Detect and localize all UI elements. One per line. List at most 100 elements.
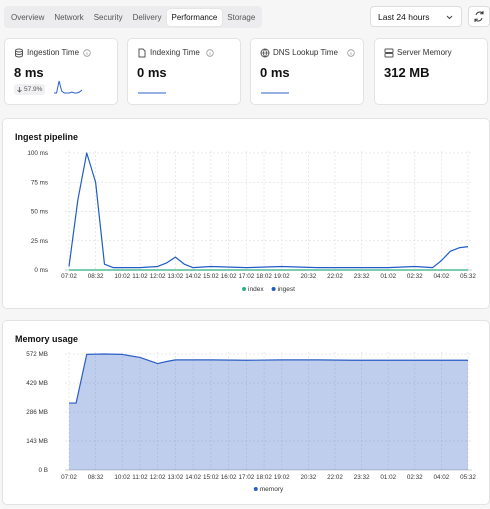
tab[interactable]: Storage <box>227 12 256 22</box>
y-tick-label: 75 ms <box>31 179 48 186</box>
info-icon[interactable] <box>206 49 214 57</box>
tab-bar: Overview Network Security Delivery Performan… <box>4 6 263 28</box>
metric-value: 8 ms <box>14 65 44 80</box>
tab[interactable]: Delivery <box>132 12 162 22</box>
x-tick-label: 17:02 <box>238 273 254 280</box>
x-tick-label: 18:02 <box>256 474 272 481</box>
refresh-icon <box>474 11 484 22</box>
x-tick-label: 11:02 <box>132 474 148 481</box>
y-tick-label: 572 MB <box>26 351 48 358</box>
sparkline-path <box>54 80 83 94</box>
y-tick-label: 143 MB <box>26 438 48 445</box>
sparkline <box>261 92 289 94</box>
x-tick-label: 15:02 <box>203 273 219 280</box>
x-tick-label: 07:02 <box>61 474 77 481</box>
metric-card: Indexing Time 0 ms <box>127 38 241 105</box>
legend-marker <box>242 287 247 291</box>
tab[interactable]: Security <box>93 12 123 22</box>
x-tick-label: 20:32 <box>301 474 317 481</box>
tab[interactable]: Overview <box>11 12 45 22</box>
range-select-label: Last 24 hours <box>378 12 430 22</box>
x-tick-label: 02:32 <box>407 474 423 481</box>
x-tick-label: 05:32 <box>460 273 476 280</box>
file-icon <box>138 48 146 58</box>
metric-card: Server Memory 312 MB <box>374 38 488 105</box>
metric-label: Server Memory <box>397 48 452 57</box>
x-tick-label: 18:02 <box>256 273 272 280</box>
metric-label: Indexing Time <box>150 48 200 57</box>
x-tick-label: 05:32 <box>460 474 476 481</box>
chart-title: Memory usage <box>15 334 78 344</box>
sparkline <box>138 92 166 94</box>
legend-label: ingest <box>278 286 296 293</box>
y-tick-label: 100 ms <box>27 150 48 157</box>
y-tick-label: 429 MB <box>26 380 48 387</box>
line <box>69 353 468 404</box>
x-tick-label: 10:02 <box>114 474 130 481</box>
x-tick-label: 12:02 <box>150 273 166 280</box>
chart-card: Ingest pipeline 0 ms 25 ms 50 ms 75 ms 100 ms… <box>2 118 490 309</box>
x-tick-label: 08:32 <box>88 474 104 481</box>
database-icon <box>15 48 23 58</box>
x-tick-label: 07:02 <box>61 273 77 280</box>
chart: Ingest pipeline 0 ms 25 ms 50 ms 75 ms 100 ms… <box>15 132 476 293</box>
x-tick-label: 23:32 <box>354 474 370 481</box>
x-tick-label: 12:02 <box>150 474 166 481</box>
info-icon[interactable] <box>83 49 91 57</box>
x-tick-label: 19:02 <box>274 273 290 280</box>
metric-value: 0 ms <box>137 65 167 80</box>
x-tick-label: 19:02 <box>274 474 290 481</box>
arrow-down-icon <box>17 86 22 93</box>
y-tick-label: 50 ms <box>31 209 48 216</box>
x-tick-label: 14:02 <box>185 273 201 280</box>
x-tick-label: 04:02 <box>434 273 450 280</box>
y-tick-label: 0 ms <box>34 267 48 274</box>
y-tick-label: 25 ms <box>31 238 48 245</box>
metric-value: 0 ms <box>260 65 290 80</box>
globe-icon <box>260 48 270 58</box>
chart: Memory usage 0 B 143 MB 286 MB 429 MB 572 MB 0… <box>15 334 476 493</box>
y-tick-label: 286 MB <box>26 409 48 416</box>
x-tick-label: 01:02 <box>380 273 396 280</box>
change-badge: 57.9% <box>14 84 46 95</box>
metric-label: Ingestion Time <box>27 48 80 57</box>
metric-card: DNS Lookup Time 0 ms <box>250 38 364 105</box>
server-icon <box>384 48 394 58</box>
legend-marker <box>253 487 258 491</box>
x-tick-label: 01:02 <box>380 474 396 481</box>
metric-label: DNS Lookup Time <box>273 48 338 57</box>
chevron-icon <box>446 15 453 20</box>
x-tick-label: 04:02 <box>434 474 450 481</box>
x-tick-label: 10:02 <box>114 273 130 280</box>
x-tick-label: 13:02 <box>168 273 184 280</box>
x-tick-label: 14:02 <box>185 474 201 481</box>
line <box>68 152 469 269</box>
area <box>69 354 468 470</box>
x-tick-label: 11:02 <box>132 273 148 280</box>
x-tick-label: 22:02 <box>327 474 343 481</box>
legend-label: index <box>248 286 264 293</box>
x-tick-label: 20:32 <box>301 273 317 280</box>
y-tick-label: 0 B <box>39 467 48 474</box>
x-tick-label: 02:32 <box>407 273 423 280</box>
x-tick-label: 23:32 <box>354 273 370 280</box>
x-tick-label: 08:32 <box>88 273 104 280</box>
x-tick-label: 15:02 <box>203 474 219 481</box>
metric-card: Ingestion Time 8 ms 57.9% <box>4 38 118 105</box>
chart-title: Ingest pipeline <box>15 132 78 142</box>
x-tick-label: 17:02 <box>238 474 254 481</box>
metric-value: 312 MB <box>384 65 430 80</box>
chart-card: Memory usage 0 B 143 MB 286 MB 429 MB 572 MB 0… <box>2 320 490 505</box>
legend-marker <box>271 287 276 291</box>
change-value: 57.9% <box>24 86 43 93</box>
x-tick-label: 13:02 <box>168 474 184 481</box>
info-icon[interactable] <box>347 49 355 57</box>
sparkline <box>54 80 83 94</box>
tab[interactable]: Network <box>54 12 84 22</box>
tab[interactable]: Performance <box>166 8 223 26</box>
x-tick-label: 16:02 <box>221 474 237 481</box>
x-tick-label: 22:02 <box>327 273 343 280</box>
range-select[interactable]: Last 24 hours <box>370 6 462 27</box>
refresh-button[interactable] <box>468 6 490 27</box>
